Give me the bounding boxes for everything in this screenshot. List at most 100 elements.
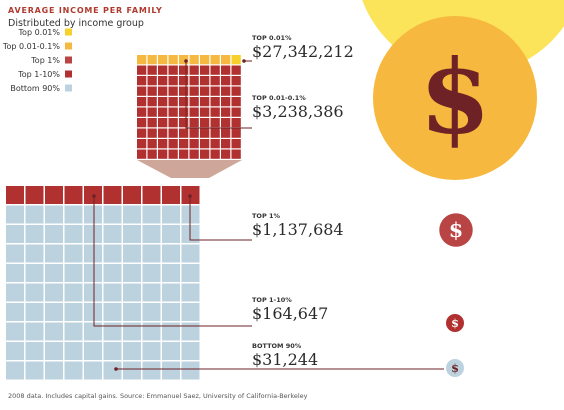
- grid-cell: [123, 361, 141, 380]
- grid-cell: [123, 303, 141, 321]
- grid-cell: [221, 97, 231, 107]
- group-value: $31,244: [252, 350, 318, 369]
- grid-cell: [45, 361, 63, 380]
- grid-cell: [200, 128, 210, 138]
- grid-cell: [221, 76, 231, 86]
- leader-dot: [242, 59, 246, 63]
- grid-cell: [45, 342, 63, 360]
- grid-cell: [221, 118, 231, 128]
- grid-cell: [137, 76, 147, 86]
- grid-cell: [231, 149, 241, 159]
- grid-cell: [45, 225, 63, 243]
- grid-cell: [137, 107, 147, 117]
- grid-cell: [25, 303, 44, 321]
- legend-swatch: [65, 56, 72, 64]
- grid-cell: [231, 118, 241, 128]
- grid-cell: [147, 139, 157, 149]
- leader-line: [189, 196, 252, 241]
- grid-cell: [231, 128, 241, 138]
- grid-cell: [158, 97, 168, 107]
- grid-cell: [189, 55, 199, 65]
- grid-cell: [231, 65, 241, 75]
- grid-cell: [142, 303, 161, 321]
- legend-label: Top 1%: [30, 56, 60, 65]
- grid-cell: [200, 149, 210, 159]
- dollar-icon: $: [451, 361, 459, 375]
- grid-cell: [6, 283, 24, 302]
- grid-cell: [84, 244, 102, 263]
- grid-cell: [25, 322, 44, 341]
- legend-swatch: [65, 42, 72, 50]
- grid-cell: [179, 107, 189, 117]
- grid-cell: [142, 283, 161, 302]
- grid-cell: [45, 186, 63, 204]
- grid-cell: [200, 139, 210, 149]
- grid-cell: [168, 118, 178, 128]
- grid-cell: [64, 244, 83, 263]
- group-value: $1,137,684: [252, 220, 344, 239]
- grid-cell: [221, 139, 231, 149]
- grid-cell: [210, 128, 220, 138]
- grid-cell: [25, 342, 44, 360]
- group-label: TOP 1-10%: [252, 296, 292, 304]
- grid-cell: [181, 342, 200, 360]
- grid-cell: [181, 322, 200, 341]
- grid-cell: [168, 97, 178, 107]
- grid-cell: [64, 264, 83, 282]
- grid-cell: [103, 303, 122, 321]
- grid-cell: [221, 149, 231, 159]
- dollar-icon: $: [451, 316, 459, 330]
- grid-cell: [189, 107, 199, 117]
- legend-swatch: [65, 70, 72, 78]
- grid-cell: [45, 264, 63, 282]
- grid-cell: [210, 97, 220, 107]
- grid-cell: [179, 139, 189, 149]
- grid-cell: [162, 244, 180, 263]
- group-value: $27,342,212: [252, 42, 354, 61]
- grid-cell: [103, 244, 122, 263]
- grid-cell: [231, 139, 241, 149]
- grid-cell: [221, 65, 231, 75]
- grid-cell: [162, 225, 180, 243]
- grid-cell: [123, 225, 141, 243]
- grid-cell: [147, 86, 157, 96]
- bubble-top_1: [439, 213, 473, 247]
- grid-cell: [25, 244, 44, 263]
- grid-cell: [200, 107, 210, 117]
- grid-cell: [162, 361, 180, 380]
- grid-cell: [210, 76, 220, 86]
- grid-cell: [221, 128, 231, 138]
- grid-cell: [162, 322, 180, 341]
- grid-cell: [162, 205, 180, 224]
- grid-cell: [6, 303, 24, 321]
- grid-cell: [168, 55, 178, 65]
- grid-cell: [221, 55, 231, 65]
- grid-cell: [147, 55, 157, 65]
- grid-cell: [179, 149, 189, 159]
- group-label: BOTTOM 90%: [252, 342, 302, 350]
- grid-cell: [64, 186, 83, 204]
- grid-cell: [158, 55, 168, 65]
- grid-cell: [103, 342, 122, 360]
- leader-dot: [184, 59, 188, 63]
- grid-cell: [103, 361, 122, 380]
- grid-cell: [189, 149, 199, 159]
- grid-cell: [6, 342, 24, 360]
- grid-cell: [137, 65, 147, 75]
- grid-cell: [45, 244, 63, 263]
- grid-cell: [123, 205, 141, 224]
- funnel-shape: [137, 160, 242, 178]
- legend-swatch: [65, 28, 72, 36]
- grid-cell: [189, 128, 199, 138]
- legend-label: Bottom 90%: [10, 84, 60, 93]
- group-label: TOP 0.01%: [252, 34, 292, 42]
- grid-cell: [200, 55, 210, 65]
- grid-cell: [158, 107, 168, 117]
- grid-cell: [168, 128, 178, 138]
- grid-cell: [200, 65, 210, 75]
- grid-cell: [137, 97, 147, 107]
- grid-cell: [189, 139, 199, 149]
- grid-cell: [103, 225, 122, 243]
- grid-cell: [189, 118, 199, 128]
- grid-cell: [189, 97, 199, 107]
